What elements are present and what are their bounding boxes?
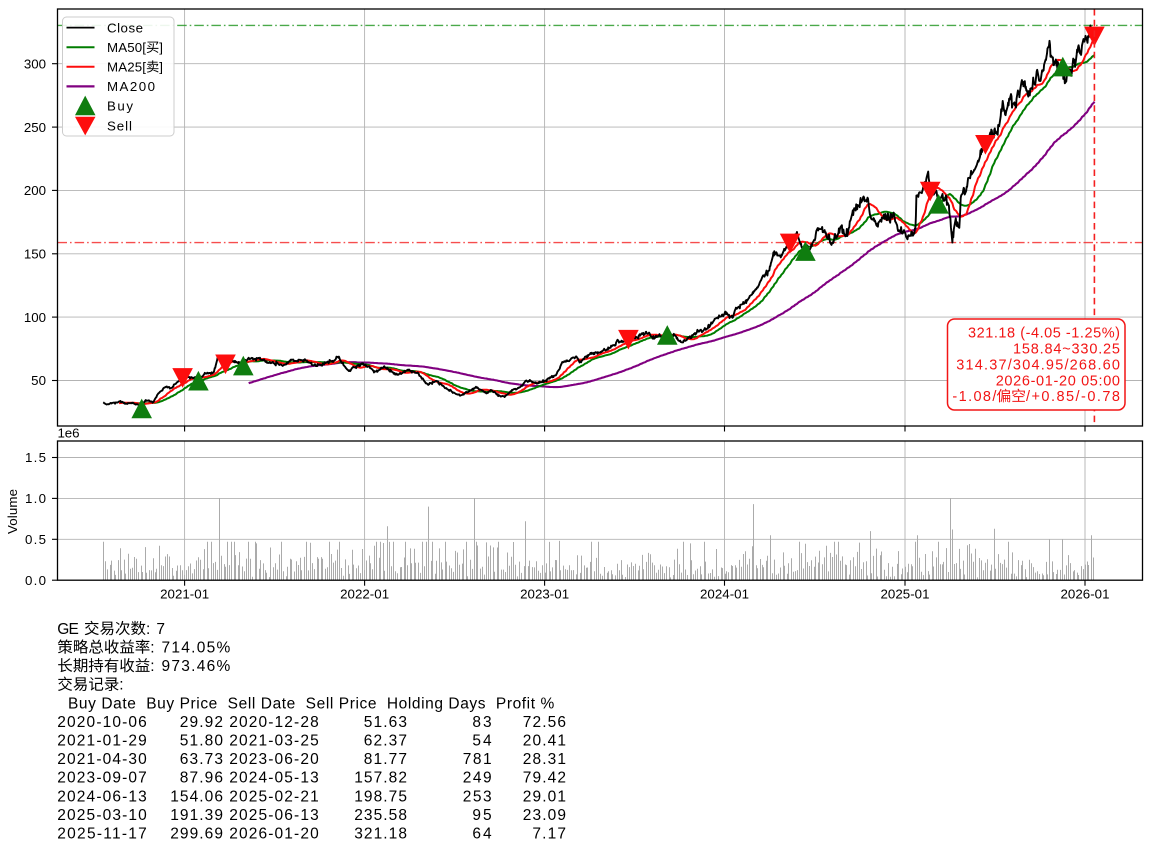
svg-text:72.56: 72.56: [523, 714, 566, 731]
svg-text:MA50[: MA50[: [107, 40, 146, 55]
svg-text:2021-01: 2021-01: [160, 587, 209, 602]
svg-text:249: 249: [463, 770, 492, 787]
svg-text:MA25[: MA25[: [107, 60, 146, 75]
svg-text:62.37: 62.37: [364, 733, 407, 750]
svg-text:2023-09-07: 2023-09-07: [57, 770, 147, 787]
svg-text:: 714.05%: : 714.05%: [150, 640, 230, 657]
svg-text:7.17: 7.17: [532, 826, 566, 843]
svg-text:]: ]: [159, 40, 163, 55]
svg-text:2020-10-06: 2020-10-06: [57, 714, 147, 731]
svg-text:95: 95: [472, 807, 491, 824]
svg-text:51.63: 51.63: [364, 714, 407, 731]
svg-text:2021-01-29: 2021-01-29: [57, 733, 147, 750]
svg-text:63.73: 63.73: [180, 751, 223, 768]
svg-text:2021-03-25: 2021-03-25: [229, 733, 319, 750]
svg-text:28.31: 28.31: [523, 751, 566, 768]
svg-text:200: 200: [24, 183, 46, 198]
svg-text:2024-01: 2024-01: [700, 587, 749, 602]
svg-text:83: 83: [472, 714, 491, 731]
svg-text:MA200: MA200: [107, 79, 155, 94]
svg-text::: :: [119, 677, 123, 694]
svg-text:2025-02-21: 2025-02-21: [229, 788, 319, 805]
svg-text:Sell: Sell: [107, 118, 132, 133]
svg-text:100: 100: [24, 310, 46, 325]
svg-text:GE: GE: [57, 621, 79, 638]
svg-text:299.69: 299.69: [170, 826, 223, 843]
svg-text:: 7: : 7: [146, 621, 165, 638]
svg-text:1.5: 1.5: [25, 450, 46, 465]
svg-text:2025-06-13: 2025-06-13: [229, 807, 319, 824]
svg-text:1e6: 1e6: [58, 426, 80, 441]
svg-text:1.0: 1.0: [25, 491, 46, 506]
svg-text:: 973.46%: : 973.46%: [150, 658, 230, 675]
svg-text:2023-01: 2023-01: [520, 587, 569, 602]
svg-text:2020-12-28: 2020-12-28: [229, 714, 319, 731]
svg-text:321.18 (-4.05 -1.25%): 321.18 (-4.05 -1.25%): [968, 326, 1120, 342]
svg-text:781: 781: [463, 751, 492, 768]
svg-text:235.58: 235.58: [354, 807, 407, 824]
svg-text:Buy Date Buy Price Sell Date: Buy Date Buy Price Sell Date Sell Price …: [68, 695, 555, 712]
svg-text:2022-01: 2022-01: [340, 587, 389, 602]
svg-text:54: 54: [472, 733, 492, 750]
svg-text:50: 50: [31, 373, 46, 388]
svg-text:/+0.85/-0.78: /+0.85/-0.78: [1026, 389, 1120, 405]
svg-text:20.41: 20.41: [523, 733, 566, 750]
svg-text:64: 64: [472, 826, 492, 843]
svg-text:-1.08/: -1.08/: [952, 389, 997, 405]
svg-text:321.18: 321.18: [354, 826, 407, 843]
svg-text:2021-04-30: 2021-04-30: [57, 751, 147, 768]
svg-text:79.42: 79.42: [523, 770, 566, 787]
svg-text:300: 300: [24, 56, 46, 71]
svg-text:2024-05-13: 2024-05-13: [229, 770, 319, 787]
svg-text:0.5: 0.5: [25, 532, 46, 547]
svg-text:250: 250: [24, 120, 46, 135]
svg-text:23.09: 23.09: [523, 807, 566, 824]
svg-text:29.01: 29.01: [523, 788, 566, 805]
svg-text:0.0: 0.0: [25, 573, 46, 588]
svg-text:Volume: Volume: [5, 489, 20, 534]
svg-text:191.39: 191.39: [170, 807, 223, 824]
svg-text:2025-01: 2025-01: [881, 587, 930, 602]
svg-text:157.82: 157.82: [354, 770, 407, 787]
svg-text:]: ]: [159, 60, 163, 75]
svg-text:2026-01-20: 2026-01-20: [229, 826, 319, 843]
svg-text:51.80: 51.80: [180, 733, 224, 750]
svg-text:81.77: 81.77: [364, 751, 407, 768]
svg-text:2026-01-20 05:00: 2026-01-20 05:00: [996, 373, 1120, 389]
svg-text:Close: Close: [107, 20, 143, 35]
svg-text:29.92: 29.92: [180, 714, 223, 731]
svg-text:2025-03-10: 2025-03-10: [57, 807, 147, 824]
svg-text:154.06: 154.06: [170, 788, 223, 805]
svg-text:158.84~330.25: 158.84~330.25: [1013, 342, 1120, 358]
svg-text:2026-01: 2026-01: [1061, 587, 1110, 602]
svg-text:Buy: Buy: [107, 99, 133, 114]
svg-text:253: 253: [463, 788, 492, 805]
svg-text:2023-06-20: 2023-06-20: [229, 751, 319, 768]
svg-text:87.96: 87.96: [180, 770, 223, 787]
svg-text:198.75: 198.75: [354, 788, 407, 805]
svg-text:150: 150: [24, 247, 46, 262]
svg-text:314.37/304.95/268.60: 314.37/304.95/268.60: [956, 357, 1120, 373]
svg-text:2024-06-13: 2024-06-13: [57, 788, 147, 805]
